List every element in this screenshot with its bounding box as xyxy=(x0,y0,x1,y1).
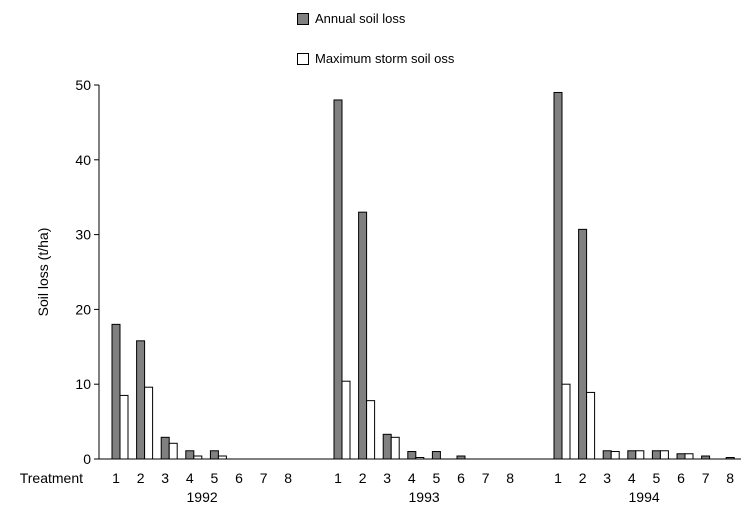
x-tick-label: 1 xyxy=(334,470,342,486)
x-tick-label: 6 xyxy=(235,470,243,486)
bar-annual-1993-3 xyxy=(382,433,392,460)
bar-max-storm-1994-3 xyxy=(610,451,620,460)
bar-annual-1994-4 xyxy=(627,450,637,460)
y-tick-label: 20 xyxy=(75,301,91,317)
x-tick-label: 7 xyxy=(482,470,490,486)
bar-annual-1994-1 xyxy=(553,91,563,460)
bar-annual-1992-1 xyxy=(111,323,121,460)
bar-max-storm-1993-1 xyxy=(341,380,351,460)
y-tick-label: 40 xyxy=(75,152,91,168)
x-tick-label: 5 xyxy=(211,470,219,486)
bar-annual-1993-1 xyxy=(333,99,343,460)
x-tick-label: 2 xyxy=(137,470,145,486)
x-tick-label: 8 xyxy=(506,470,514,486)
x-tick-label: 4 xyxy=(628,470,636,486)
y-axis-label: Soil loss (t/ha) xyxy=(35,228,51,317)
bar-annual-1993-5 xyxy=(431,451,441,460)
x-tick-label: 1 xyxy=(112,470,120,486)
bar-annual-1994-3 xyxy=(602,450,612,460)
bars xyxy=(111,91,735,460)
group-label-1993: 1993 xyxy=(409,489,440,505)
x-tick-label: 1 xyxy=(554,470,562,486)
x-tick-label: 3 xyxy=(383,470,391,486)
x-tick-label: 5 xyxy=(433,470,441,486)
y-tick-label: 10 xyxy=(75,376,91,392)
bar-annual-1994-5 xyxy=(651,450,661,460)
bar-annual-1993-2 xyxy=(358,211,368,460)
x-tick-label: 3 xyxy=(603,470,611,486)
bar-max-storm-1993-3 xyxy=(390,436,400,460)
bar-max-storm-1994-4 xyxy=(635,450,645,460)
bar-annual-1993-4 xyxy=(407,451,417,460)
legend-item-max-storm: Maximum storm soil oss xyxy=(297,51,454,66)
bar-max-storm-1992-2 xyxy=(144,386,154,460)
x-tick-label: 6 xyxy=(677,470,685,486)
x-axis-label: Treatment xyxy=(20,470,83,486)
y-tick-label: 50 xyxy=(75,77,91,93)
x-tick-label: 2 xyxy=(579,470,587,486)
y-tick-label: 30 xyxy=(75,227,91,243)
x-tick-label: 3 xyxy=(161,470,169,486)
legend-swatch-annual xyxy=(297,12,309,25)
bar-max-storm-1994-6 xyxy=(684,453,694,460)
legend-swatch-max-storm xyxy=(297,52,309,65)
legend-item-annual: Annual soil loss xyxy=(297,11,405,26)
bar-annual-1994-6 xyxy=(676,453,686,460)
bar-annual-1992-4 xyxy=(185,450,195,460)
x-tick-label: 4 xyxy=(186,470,194,486)
legend-label-max-storm: Maximum storm soil oss xyxy=(315,51,455,66)
bar-annual-1994-2 xyxy=(578,228,588,460)
x-tick-label: 6 xyxy=(457,470,465,486)
legend-label-annual: Annual soil loss xyxy=(315,11,406,26)
bar-max-storm-1994-2 xyxy=(586,391,596,460)
x-tick-label: 4 xyxy=(408,470,416,486)
x-tick-label: 7 xyxy=(260,470,268,486)
bar-max-storm-1992-1 xyxy=(119,394,129,460)
bar-max-storm-1994-1 xyxy=(561,383,571,460)
bar-max-storm-1992-3 xyxy=(168,442,178,460)
bar-max-storm-1994-5 xyxy=(659,450,669,460)
bar-annual-1992-5 xyxy=(209,450,219,460)
x-tick-label: 7 xyxy=(702,470,710,486)
x-tick-label: 8 xyxy=(726,470,734,486)
x-tick-label: 5 xyxy=(653,470,661,486)
bar-annual-1992-3 xyxy=(160,436,170,460)
bar-max-storm-1993-2 xyxy=(366,400,376,460)
bar-annual-1992-2 xyxy=(136,340,146,460)
x-tick-label: 8 xyxy=(284,470,292,486)
x-tick-label: 2 xyxy=(359,470,367,486)
y-tick-label: 0 xyxy=(83,451,91,467)
y-axis: 0 10 20 30 40 50 Soil loss (t/ha) xyxy=(35,77,100,467)
group-label-1994: 1994 xyxy=(629,489,660,505)
group-label-1992: 1992 xyxy=(187,489,218,505)
